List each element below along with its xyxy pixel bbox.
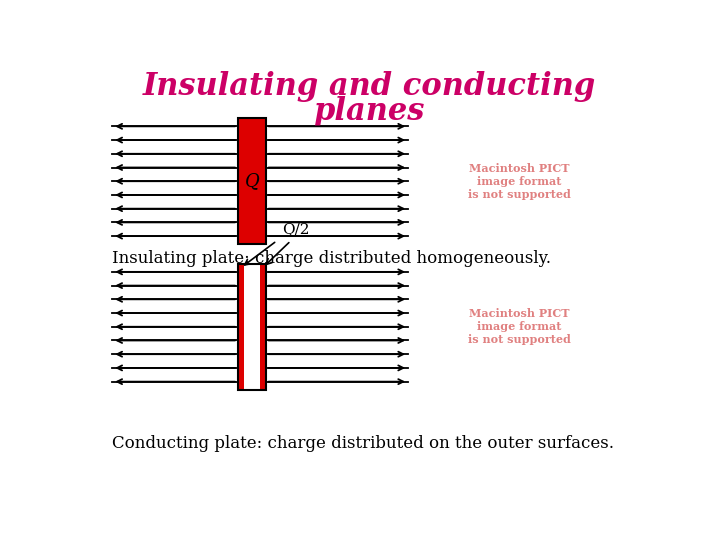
Text: Insulating and conducting: Insulating and conducting — [143, 71, 595, 102]
Bar — [238, 264, 266, 390]
Bar — [238, 118, 266, 245]
Text: planes: planes — [313, 96, 425, 127]
Text: Insulating plate: charge distributed homogeneously.: Insulating plate: charge distributed hom… — [112, 249, 552, 267]
Text: Macintosh PICT
image format
is not supported: Macintosh PICT image format is not suppo… — [468, 163, 571, 199]
Text: Macintosh PICT
image format
is not supported: Macintosh PICT image format is not suppo… — [468, 308, 571, 345]
Text: Q/2: Q/2 — [282, 222, 310, 237]
Bar — [260, 264, 266, 390]
Text: Conducting plate: charge distributed on the outer surfaces.: Conducting plate: charge distributed on … — [112, 435, 614, 451]
Bar — [238, 264, 266, 390]
Text: Q: Q — [245, 172, 259, 190]
Bar — [238, 264, 244, 390]
